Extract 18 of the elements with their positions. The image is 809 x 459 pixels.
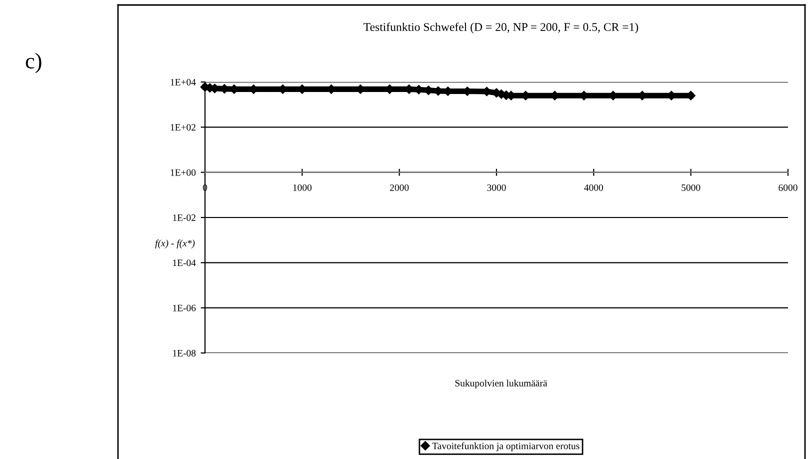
x-axis-title: Sukupolvien lukumäärä — [455, 380, 548, 388]
x-tick-label: 2000 — [390, 184, 409, 191]
chart-title: Testifunktio Schwefel (D = 20, NP = 200, F = 0.5, CR =1) — [364, 22, 638, 34]
y-tick-label: 1E-02 — [173, 214, 196, 221]
x-tick-label: 1000 — [293, 184, 312, 191]
legend-label: Tavoitefunktion ja optimiarvon erotus — [432, 442, 580, 452]
text: c) — [26, 52, 42, 74]
y-axis-title: f(x) - f(x*) — [155, 240, 195, 248]
x-tick-label: 3000 — [487, 184, 506, 191]
x-tick-label: 4000 — [584, 184, 604, 191]
y-tick-label: 1E+00 — [170, 169, 196, 176]
y-tick-label: 1E+02 — [170, 124, 196, 131]
y-tick-label: 1E+04 — [170, 78, 196, 86]
x-tick-label: 6000 — [778, 184, 798, 191]
y-tick-label: 1E-04 — [173, 260, 196, 266]
x-tick-label: 5000 — [682, 184, 700, 191]
y-tick-label: 1E-06 — [173, 304, 196, 312]
y-tick-label: 1E-08 — [173, 350, 196, 356]
